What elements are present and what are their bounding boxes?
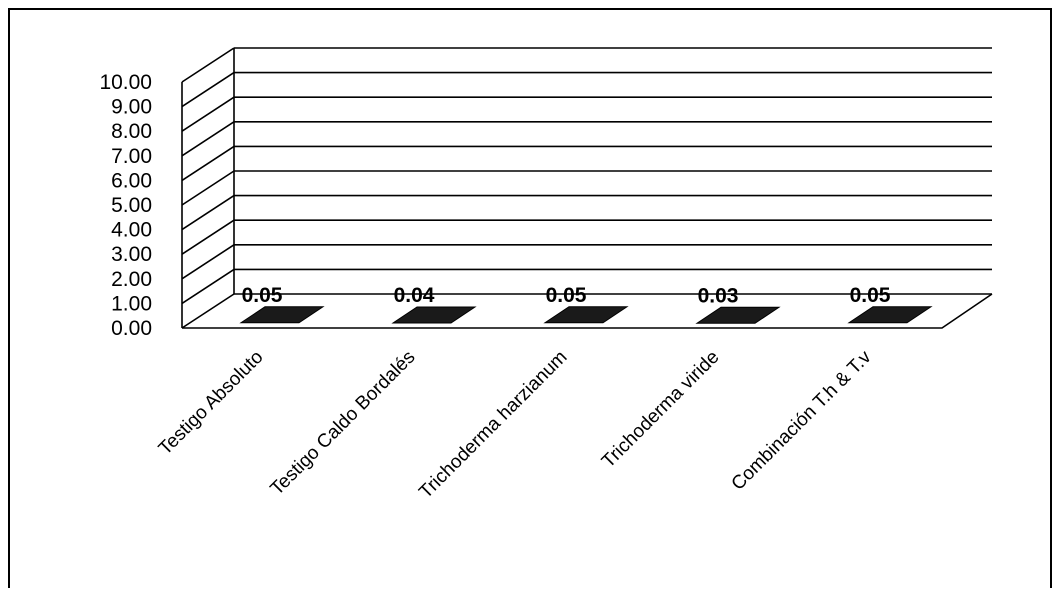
y-tick-label: 1.00 — [111, 292, 152, 315]
y-tick-label: 7.00 — [111, 145, 152, 168]
gridline-side — [181, 268, 235, 305]
bars — [239, 306, 933, 324]
category-label: Trichoderma viride — [598, 347, 724, 473]
gridline-side — [181, 244, 235, 280]
bar — [695, 306, 781, 324]
category-label: Testigo Caldo Bordalés — [267, 347, 420, 500]
gridlines — [181, 47, 993, 329]
bar — [543, 306, 629, 324]
value-axis: 0.001.002.003.004.005.006.007.008.009.00… — [99, 71, 152, 340]
gridline-side — [181, 293, 235, 329]
data-label: 0.04 — [394, 284, 435, 307]
gridline-side — [181, 121, 235, 157]
gridline-side — [181, 145, 235, 182]
y-tick-label: 8.00 — [111, 120, 152, 143]
y-tick-label: 3.00 — [111, 243, 152, 266]
bar — [847, 306, 933, 324]
gridline-side — [181, 71, 235, 108]
y-tick-label: 10.00 — [99, 71, 152, 94]
y-tick-label: 9.00 — [111, 96, 152, 119]
data-label: 0.05 — [242, 284, 283, 307]
gridline-side — [181, 96, 235, 132]
data-label: 0.05 — [850, 284, 891, 307]
gridline-side — [181, 47, 235, 83]
floor-edge — [182, 293, 993, 329]
bar — [391, 306, 477, 324]
data-label: 0.03 — [698, 284, 739, 307]
data-labels: 0.05 0.04 0.05 0.03 0.05 — [242, 284, 891, 307]
gridline-side — [181, 219, 235, 255]
y-tick-label: 4.00 — [111, 219, 152, 242]
category-label: Combinación T.h & T.v — [728, 346, 876, 494]
y-tick-label: 2.00 — [111, 268, 152, 291]
y-tick-label: 6.00 — [111, 169, 152, 192]
gridline-side — [181, 194, 235, 231]
y-tick-label: 5.00 — [111, 194, 152, 217]
bar — [239, 306, 325, 324]
category-label: Trichoderma harzianum — [415, 347, 571, 503]
gridline-side — [181, 170, 235, 206]
category-label: Testigo Absoluto — [155, 347, 268, 460]
data-label: 0.05 — [546, 284, 587, 307]
y-tick-label: 0.00 — [111, 317, 152, 340]
